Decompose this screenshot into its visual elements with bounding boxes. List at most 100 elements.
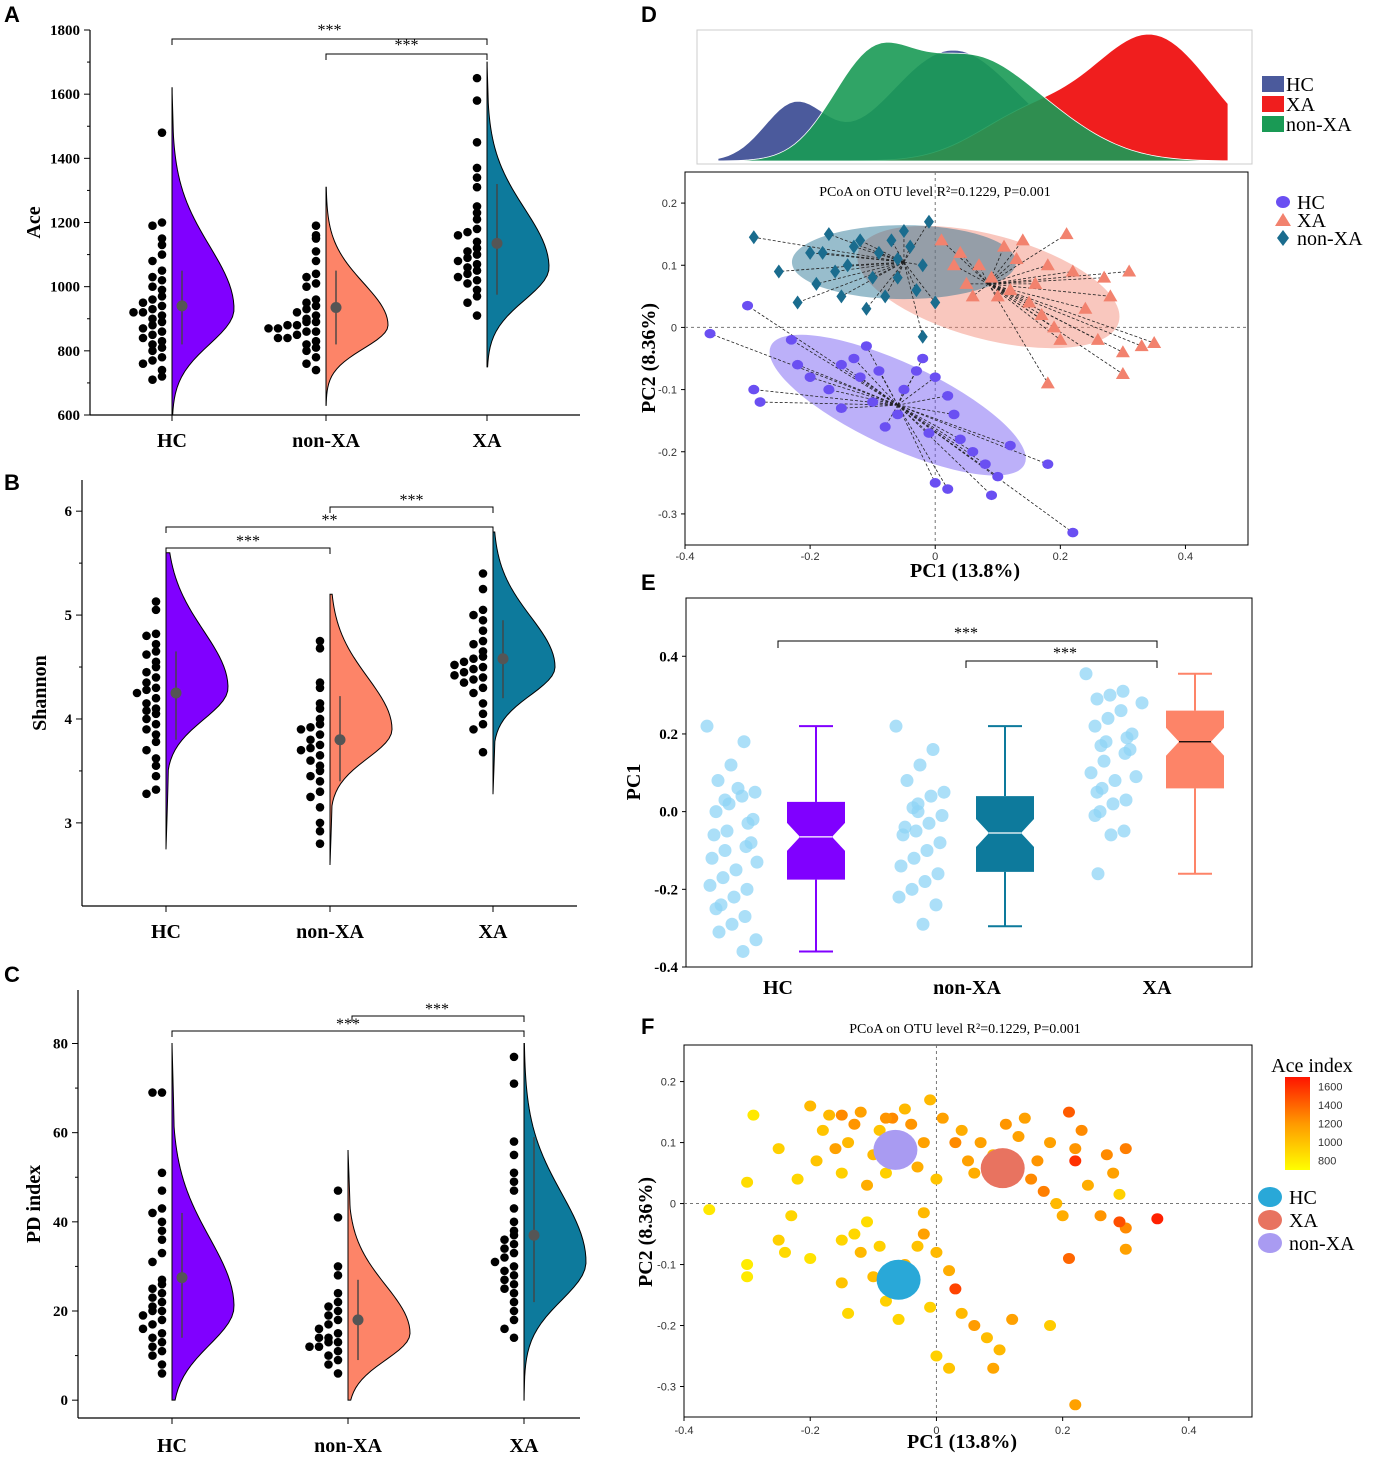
x-axis-title: PC1 (13.8%) [907,1431,1017,1453]
y-tick-label: 60 [53,1126,68,1142]
data-dot [478,662,488,672]
data-dot [472,96,482,105]
data-dot [509,1333,519,1343]
x-tick-label: -0.4 [676,551,695,563]
data-dot [151,761,161,771]
y-tick-label: 1000 [50,280,80,296]
point-HC [879,422,891,432]
colorbar-tick-label: 1200 [1318,1119,1342,1131]
data-dot [142,650,151,659]
point-nonXA [911,283,922,298]
data-dot [509,1248,519,1258]
colorbar-tick-label: 800 [1318,1156,1336,1168]
y-axis-title: Ace [23,206,45,238]
data-dot [509,1177,519,1187]
data-dot [138,359,148,368]
spider-line [988,271,1073,285]
data-dot [333,1346,343,1356]
point-HC [754,397,766,407]
data-dot [157,1369,167,1378]
significance-label: *** [395,37,419,54]
ace-point [1113,1216,1126,1228]
jitter-point [937,785,951,799]
jitter-point [1120,731,1134,745]
data-dot [302,298,311,308]
legend-marker [1258,1187,1282,1207]
ace-point [943,1265,956,1277]
data-dot [151,785,161,794]
data-dot [296,745,306,755]
ace-point [917,1137,930,1149]
point-HC [848,353,860,364]
data-dot [333,1306,343,1316]
jitter-point [1129,770,1143,784]
data-dot [138,308,148,317]
spider-line [897,395,948,406]
data-dot [509,1168,519,1178]
data-dot [132,688,142,698]
jitter-point [898,820,912,834]
data-dot [264,324,273,333]
legend-marker-HC [1276,196,1290,208]
point-HC [873,366,885,376]
data-dot [324,1302,333,1311]
y-tick-label: -0.2 [658,447,677,459]
ace-point [842,1307,855,1319]
data-dot [478,747,488,757]
x-category-label: non-XA [933,977,1001,999]
ace-point [974,1137,987,1149]
point-HC [954,434,966,445]
data-dot [500,1244,509,1253]
ace-point [987,1362,1000,1374]
ace-point [999,1118,1012,1130]
plot-frame [685,597,1253,968]
point-nonXA [811,276,822,291]
mean-marker [528,1229,540,1241]
ace-point [873,1240,886,1252]
y-tick-label: 600 [58,408,81,424]
point-XA [946,258,961,271]
jitter-point [1091,867,1105,881]
data-dot [509,1230,519,1240]
point-HC [892,409,904,420]
significance-bracket [329,506,494,513]
data-dot [138,1311,148,1320]
point-XA [1034,307,1049,320]
x-tick-label: 0.2 [1055,1425,1070,1437]
ace-point [917,1207,930,1219]
ace-point [936,1112,949,1124]
data-dot [151,754,161,763]
ace-point [861,1216,874,1228]
y-tick-label: 20 [53,1304,68,1320]
data-dot [333,1288,343,1298]
data-dot [306,722,315,732]
jitter-point [749,933,763,947]
data-dot [138,324,148,333]
data-dot [148,340,157,349]
spider-line [988,283,1086,310]
data-dot [315,787,325,797]
x-category-label: HC [157,1435,187,1457]
spider-line [878,252,905,263]
x-tick-label: 0.4 [1181,1425,1196,1437]
ace-point [949,1137,962,1149]
violin-half-HC [165,552,229,849]
data-dot [302,304,311,314]
data-dot [311,311,321,320]
jitter-point [709,902,723,916]
x-tick-label: -0.2 [801,551,820,563]
ace-point [892,1313,905,1325]
ace-point [955,1307,968,1319]
jitter-point [926,742,940,756]
jitter-point [935,809,949,823]
point-HC [986,490,998,501]
point-HC [792,359,804,370]
mean-marker [497,653,509,665]
jitter-point [920,843,934,857]
colorbar [1285,1077,1310,1170]
data-dot [148,320,157,330]
data-dot [283,320,292,330]
spider-line [988,233,1067,285]
data-dot [129,308,138,317]
